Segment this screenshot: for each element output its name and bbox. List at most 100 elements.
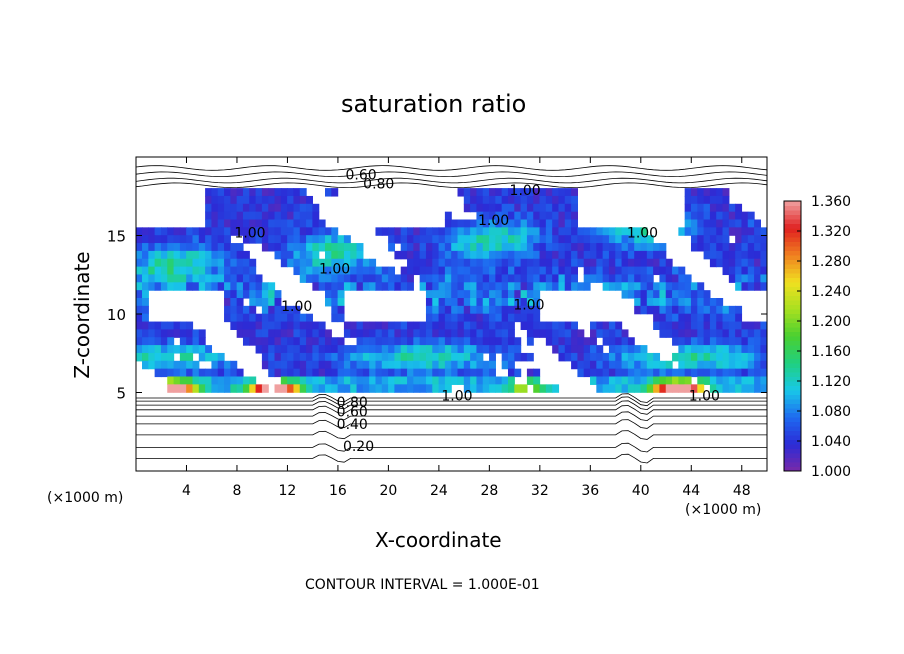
field-cell xyxy=(261,188,269,197)
field-cell xyxy=(230,203,238,213)
field-cell xyxy=(438,250,446,260)
field-cell xyxy=(476,258,484,268)
x-unit-right: (×1000 m) xyxy=(685,502,762,518)
field-cell xyxy=(413,243,421,252)
field-cell xyxy=(274,235,282,244)
contour-line xyxy=(136,393,767,403)
field-cell xyxy=(394,368,402,378)
field-cell xyxy=(299,360,307,370)
field-cell xyxy=(325,188,332,197)
field-cell xyxy=(186,360,194,370)
field-cell xyxy=(590,243,597,252)
field-cell xyxy=(697,376,705,385)
field-cell xyxy=(539,188,547,197)
field-cell xyxy=(678,321,686,330)
field-cell xyxy=(564,352,572,362)
field-cell xyxy=(142,345,149,354)
field-cell xyxy=(621,376,629,385)
field-cell xyxy=(299,211,307,221)
field-cell xyxy=(760,352,767,362)
field-cell xyxy=(419,321,427,330)
field-cell xyxy=(312,337,320,346)
field-cell xyxy=(413,329,421,338)
field-cell xyxy=(646,282,654,291)
field-cell xyxy=(596,329,604,338)
field-cell xyxy=(495,290,503,299)
field-cell xyxy=(590,258,597,268)
field-cell xyxy=(457,258,465,268)
field-cell xyxy=(665,368,673,378)
field-cell xyxy=(287,235,295,244)
field-cell xyxy=(526,195,534,205)
field-cell xyxy=(754,337,761,346)
field-cell xyxy=(672,352,679,362)
field-cell xyxy=(672,266,679,276)
field-cell xyxy=(167,368,175,378)
contour-line xyxy=(136,419,767,429)
field-cell xyxy=(602,384,610,393)
field-cell xyxy=(703,188,711,197)
field-cell xyxy=(312,235,320,244)
field-cell xyxy=(741,321,749,330)
field-cell xyxy=(312,274,320,283)
field-cell xyxy=(306,376,313,385)
contour-line xyxy=(136,396,767,407)
field-cell xyxy=(236,321,244,330)
field-cell xyxy=(325,235,332,244)
field-cell xyxy=(425,243,433,252)
field-cell xyxy=(608,352,616,362)
field-cell xyxy=(514,203,522,213)
colorbar-segment xyxy=(784,430,801,436)
field-cell xyxy=(211,243,219,252)
field-cell xyxy=(716,329,724,338)
field-cell xyxy=(457,290,465,299)
field-cell xyxy=(425,274,433,283)
field-cell xyxy=(552,384,560,393)
colorbar-segment xyxy=(784,291,801,296)
field-cell xyxy=(375,227,383,236)
field-cell xyxy=(388,266,396,276)
field-cell xyxy=(457,243,465,252)
field-cell xyxy=(280,219,288,228)
field-cell xyxy=(621,250,629,260)
field-cell xyxy=(457,345,465,354)
field-cell xyxy=(741,360,749,370)
field-cell xyxy=(697,337,705,346)
field-cell xyxy=(520,266,528,276)
field-cell xyxy=(653,313,661,323)
field-cell xyxy=(299,345,307,354)
field-cell xyxy=(495,321,503,330)
field-cell xyxy=(684,313,692,323)
field-cell xyxy=(709,360,717,370)
field-cell xyxy=(205,211,213,221)
field-cell xyxy=(388,368,396,378)
field-cell xyxy=(697,290,705,299)
field-cell xyxy=(507,203,515,213)
colorbar-tick-label: 1.320 xyxy=(811,224,851,240)
field-cell xyxy=(634,384,642,393)
field-cell xyxy=(495,266,503,276)
field-cell xyxy=(665,384,673,393)
field-cell xyxy=(709,345,717,354)
field-cell xyxy=(489,376,496,385)
field-cell xyxy=(608,384,616,393)
field-cell xyxy=(432,345,440,354)
field-cell xyxy=(274,329,282,338)
field-cell xyxy=(684,360,692,370)
field-cell xyxy=(754,266,761,276)
field-cell xyxy=(659,321,667,330)
field-cell xyxy=(646,243,654,252)
field-cell xyxy=(703,305,711,315)
colorbar-segment xyxy=(784,345,801,350)
field-cell xyxy=(268,337,276,346)
field-cell xyxy=(760,360,767,370)
field-cell xyxy=(293,195,301,205)
field-cell xyxy=(179,345,187,354)
field-cell xyxy=(590,227,597,236)
field-cell xyxy=(514,235,522,244)
field-cell xyxy=(325,337,332,346)
field-cell xyxy=(261,203,269,213)
field-cell xyxy=(444,329,452,338)
field-cell xyxy=(722,243,730,252)
field-cell xyxy=(337,384,345,393)
